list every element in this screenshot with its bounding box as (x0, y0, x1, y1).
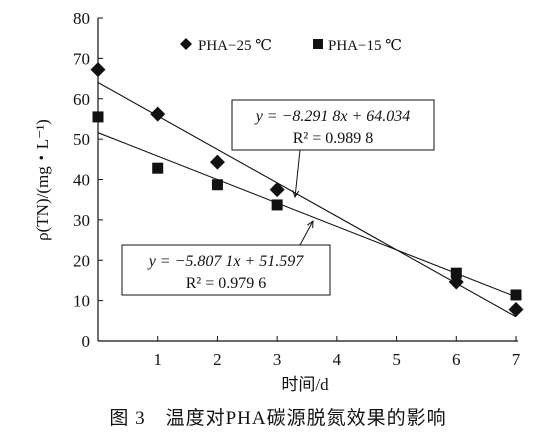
x-axis-label: 时间/d (281, 375, 329, 394)
x-tick-label: 5 (392, 350, 401, 369)
y-tick-label: 10 (73, 292, 90, 311)
data-point-diamond (90, 62, 106, 78)
data-point-square (152, 162, 164, 174)
pha-25-pointer (294, 149, 301, 197)
y-tick-label: 20 (73, 251, 90, 270)
data-point-square (510, 289, 522, 301)
data-points (90, 62, 524, 318)
legend-label-pha-15: PHA−15 ℃ (328, 38, 402, 54)
data-point-square (92, 111, 104, 123)
data-point-diamond (508, 302, 524, 318)
data-point-square (211, 179, 223, 191)
trendline-pha-15 (97, 132, 517, 298)
y-tick-label: 70 (73, 49, 90, 68)
figure-caption: 图 3 温度对PHA碳源脱氮效果的影响 (109, 407, 446, 429)
x-tick-label: 3 (273, 350, 282, 369)
y-tick-label: 0 (82, 332, 91, 351)
y-tick-label: 40 (73, 171, 90, 190)
x-tick-label: 7 (512, 350, 521, 369)
pha-25-box (231, 99, 435, 151)
y-tick-label: 30 (73, 211, 90, 230)
legend-label-pha-25: PHA−25 ℃ (198, 38, 272, 54)
trendlines (97, 81, 517, 318)
trendline-equations: y = −8.291 8x + 64.034 R² = 0.989 8 y = −5… (121, 99, 435, 296)
x-tick-label: 1 (153, 350, 162, 369)
y-tick-label: 60 (73, 90, 90, 109)
pha-15-equation: y = −5.807 1x + 51.597 (147, 253, 305, 270)
legend-diamond-marker (180, 38, 192, 50)
tick-labels: 0 10 20 30 40 50 60 70 80 1 2 3 4 5 6 7 (73, 9, 521, 369)
data-point-square (450, 267, 462, 279)
pha-25-pointer-head (292, 190, 300, 199)
data-point-diamond (209, 154, 225, 170)
pha-15-pointer-head (306, 220, 314, 229)
data-point-square (271, 199, 283, 211)
y-tick-label: 50 (73, 130, 90, 149)
x-tick-label: 2 (213, 350, 222, 369)
y-tick-label: 80 (73, 9, 90, 28)
pha-15-box (121, 244, 331, 296)
x-tick-label: 4 (333, 350, 342, 369)
y-axis-label: ρ(TN)/(mg・L⁻¹) (33, 119, 52, 241)
x-tick-label: 6 (452, 350, 461, 369)
data-point-diamond (269, 182, 285, 198)
legend: PHA−25 ℃ PHA−15 ℃ (180, 38, 402, 54)
pha-25-r-squared: R² = 0.989 8 (293, 130, 374, 147)
pha-15-pointer (299, 220, 314, 246)
pha-25-equation: y = −8.291 8x + 64.034 (254, 108, 411, 125)
pha-15-r-squared: R² = 0.979 6 (186, 275, 267, 292)
trendline-pha-25 (97, 81, 517, 318)
data-point-diamond (150, 106, 166, 122)
legend-square-marker (313, 39, 323, 49)
